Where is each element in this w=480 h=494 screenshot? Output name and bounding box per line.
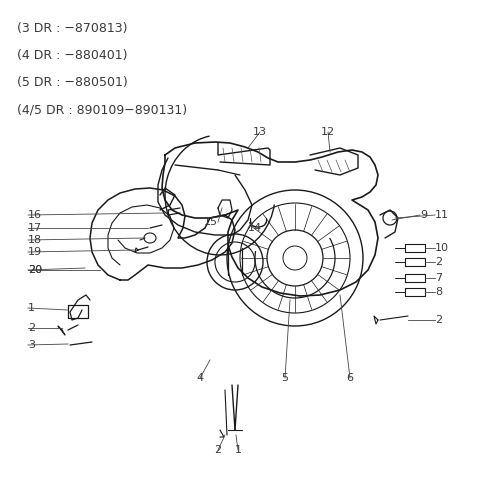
Text: 4: 4 — [196, 373, 204, 383]
Text: 20: 20 — [28, 265, 42, 275]
Text: 12: 12 — [321, 127, 335, 137]
Text: 17: 17 — [28, 223, 42, 233]
Text: 2: 2 — [435, 315, 442, 325]
Text: 15: 15 — [204, 217, 218, 227]
Text: 2: 2 — [28, 323, 35, 333]
Text: 19: 19 — [28, 247, 42, 257]
Text: 5: 5 — [281, 373, 288, 383]
Text: 1: 1 — [235, 445, 241, 455]
Text: 13: 13 — [253, 127, 267, 137]
Text: 9: 9 — [420, 210, 427, 220]
Text: 2: 2 — [215, 445, 222, 455]
Text: 11: 11 — [435, 210, 449, 220]
Text: (5 DR : −880501): (5 DR : −880501) — [17, 76, 128, 89]
Text: 14: 14 — [248, 223, 262, 233]
Text: 16: 16 — [28, 210, 42, 220]
Text: 18: 18 — [28, 235, 42, 245]
Text: 8: 8 — [435, 287, 442, 297]
Text: 6: 6 — [347, 373, 353, 383]
Text: 3: 3 — [28, 340, 35, 350]
Text: 7: 7 — [435, 273, 442, 283]
Text: 20: 20 — [28, 265, 42, 275]
Text: (3 DR : −870813): (3 DR : −870813) — [17, 22, 128, 35]
Text: (4 DR : −880401): (4 DR : −880401) — [17, 49, 128, 62]
Text: 1: 1 — [28, 303, 35, 313]
Text: 2: 2 — [435, 257, 442, 267]
Text: (4/5 DR : 890109−890131): (4/5 DR : 890109−890131) — [17, 103, 187, 116]
Text: 10: 10 — [435, 243, 449, 253]
